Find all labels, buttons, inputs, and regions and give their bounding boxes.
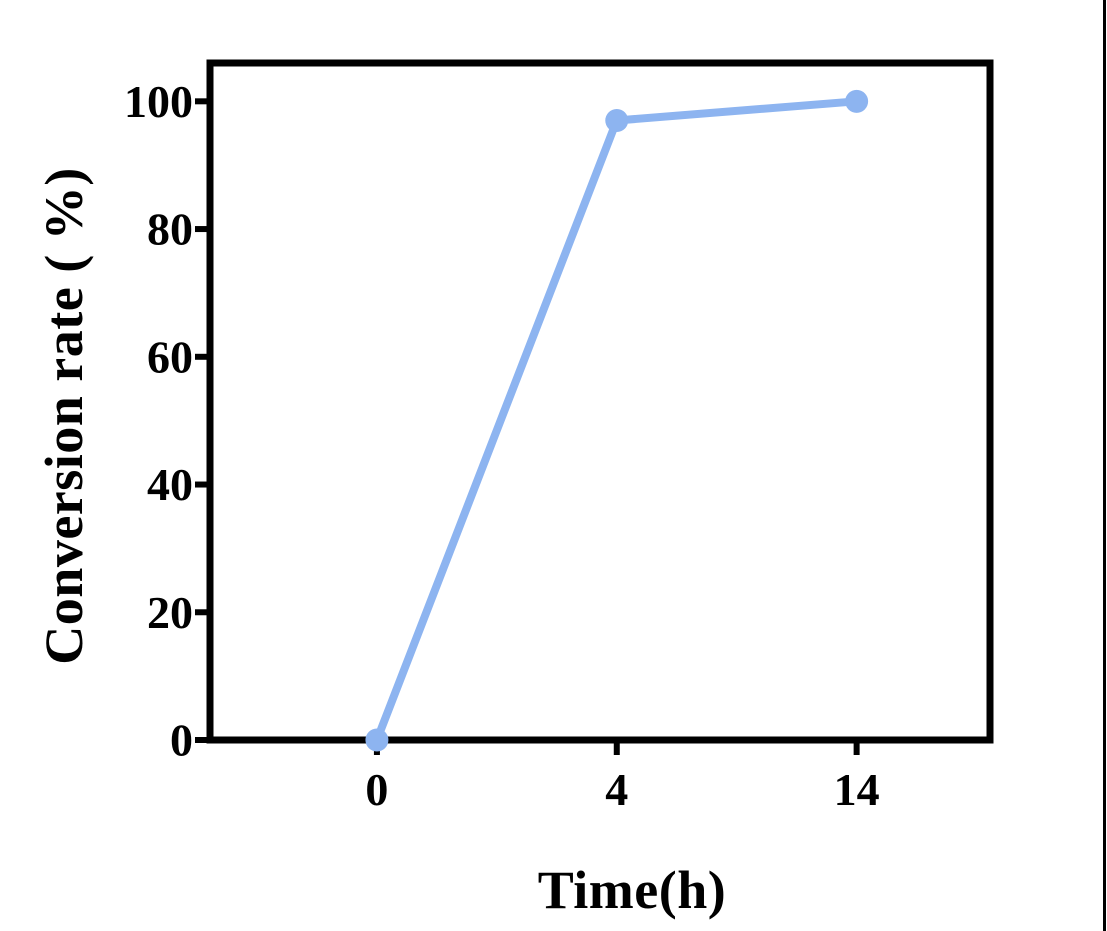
data-point	[845, 89, 869, 113]
x-tick-label: 14	[834, 764, 880, 815]
data-point	[365, 728, 389, 752]
y-tick-label: 40	[147, 459, 193, 510]
series-line	[372, 97, 861, 744]
y-tick-label: 80	[147, 204, 193, 255]
x-axis-label: Time(h)	[537, 860, 727, 920]
y-tick-label: 60	[147, 331, 193, 382]
y-tick-label: 0	[170, 715, 193, 766]
x-tick-label: 0	[365, 764, 388, 815]
y-tick-label: 20	[147, 587, 193, 638]
y-tick-label: 100	[124, 76, 193, 127]
data-point	[605, 108, 629, 132]
y-axis-label: Conversion rate ( %)	[34, 167, 94, 665]
x-tick-label: 4	[605, 764, 628, 815]
page-edge-rule	[1103, 0, 1106, 931]
plot-frame	[206, 59, 994, 744]
